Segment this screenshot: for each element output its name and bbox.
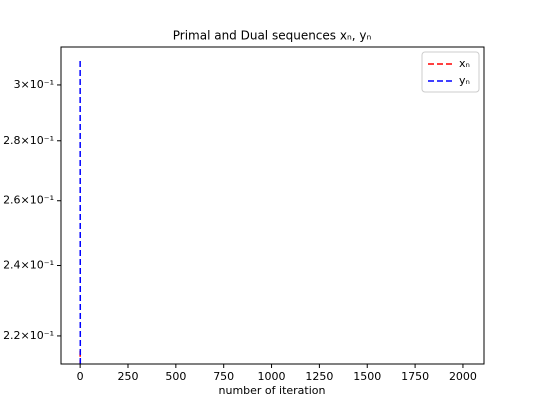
x-tick-label: 250: [117, 370, 138, 383]
x-tick-label: 1500: [353, 370, 381, 383]
x-tick-label: 1750: [401, 370, 429, 383]
x-tick-label: 750: [213, 370, 234, 383]
x-tick-label: 500: [165, 370, 186, 383]
x-tick-label: 0: [77, 370, 84, 383]
y-tick-label: 3×10⁻¹: [14, 78, 54, 91]
legend-label: xₙ: [459, 57, 470, 70]
x-tick-label: 1000: [258, 370, 286, 383]
chart-title: Primal and Dual sequences xₙ, yₙ: [173, 29, 372, 43]
legend-label: yₙ: [459, 74, 470, 87]
x-tick-label: 1250: [305, 370, 333, 383]
x-axis-label: number of iteration: [219, 384, 326, 397]
x-tick-label: 2000: [449, 370, 477, 383]
y-tick-label: 2.4×10⁻¹: [3, 259, 54, 272]
y-tick-label: 2.6×10⁻¹: [3, 194, 54, 207]
plot-frame: [60, 46, 485, 365]
legend-box: [421, 51, 480, 93]
y-tick-label: 2.8×10⁻¹: [3, 134, 54, 147]
y-tick-label: 2.2×10⁻¹: [3, 329, 54, 342]
